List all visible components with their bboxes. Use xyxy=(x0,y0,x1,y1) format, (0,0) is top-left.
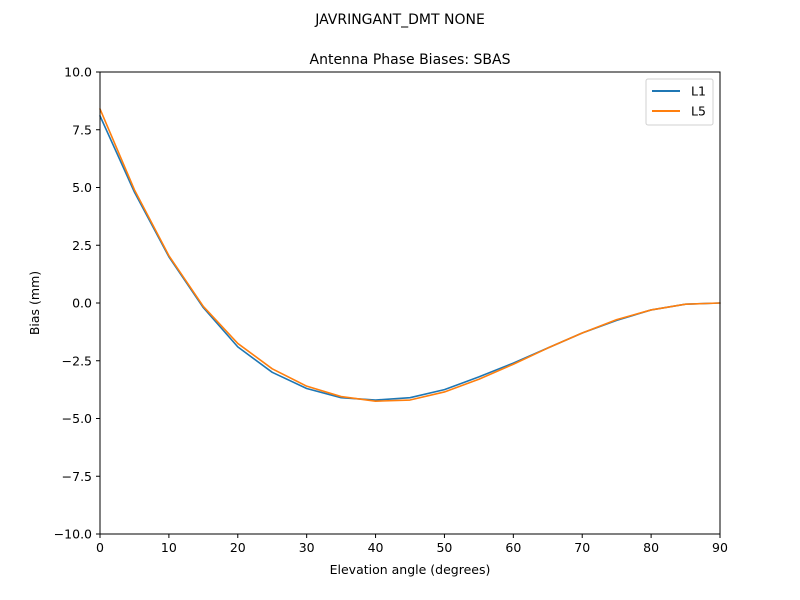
y-tick-label: −7.5 xyxy=(62,469,92,484)
x-tick-label: 70 xyxy=(574,540,590,555)
y-axis-ticks: 10.0 7.5 5.0 2.5 0.0 −2.5 −5.0 −7.5 −10.0 xyxy=(54,65,100,542)
series-line-l5 xyxy=(99,108,721,402)
x-tick-label: 0 xyxy=(96,540,104,555)
x-axis-label: Elevation angle (degrees) xyxy=(330,562,491,577)
x-axis-ticks: 0 10 20 30 40 50 60 70 80 90 xyxy=(96,534,728,555)
x-tick-label: 40 xyxy=(368,540,384,555)
legend-label-l1: L1 xyxy=(691,84,706,99)
y-tick-label: 5.0 xyxy=(72,180,92,195)
legend: L1 L5 xyxy=(645,78,714,126)
y-tick-label: 10.0 xyxy=(64,65,92,80)
y-tick-label: 2.5 xyxy=(72,238,92,253)
x-tick-label: 80 xyxy=(643,540,659,555)
x-tick-label: 10 xyxy=(161,540,177,555)
figure-suptitle: JAVRINGANT_DMT NONE xyxy=(314,12,485,28)
plot-frame xyxy=(99,71,721,535)
y-axis-label: Bias (mm) xyxy=(27,271,42,335)
chart-title: Antenna Phase Biases: SBAS xyxy=(310,52,511,68)
y-tick-label: 7.5 xyxy=(72,122,92,137)
x-tick-label: 60 xyxy=(505,540,521,555)
series-layer xyxy=(99,108,721,402)
x-tick-label: 90 xyxy=(712,540,728,555)
plot-area: 0 10 20 30 40 50 60 70 80 90 10.0 7.5 5.0 2.5 0.0 −2.5… xyxy=(54,65,728,556)
x-tick-label: 30 xyxy=(299,540,315,555)
y-tick-label: −10.0 xyxy=(54,527,92,542)
x-tick-label: 20 xyxy=(230,540,246,555)
legend-label-l5: L5 xyxy=(691,104,706,119)
y-tick-label: −5.0 xyxy=(62,411,92,426)
x-tick-label: 50 xyxy=(436,540,452,555)
y-tick-label: −2.5 xyxy=(62,353,92,368)
y-tick-label: 0.0 xyxy=(72,296,92,311)
